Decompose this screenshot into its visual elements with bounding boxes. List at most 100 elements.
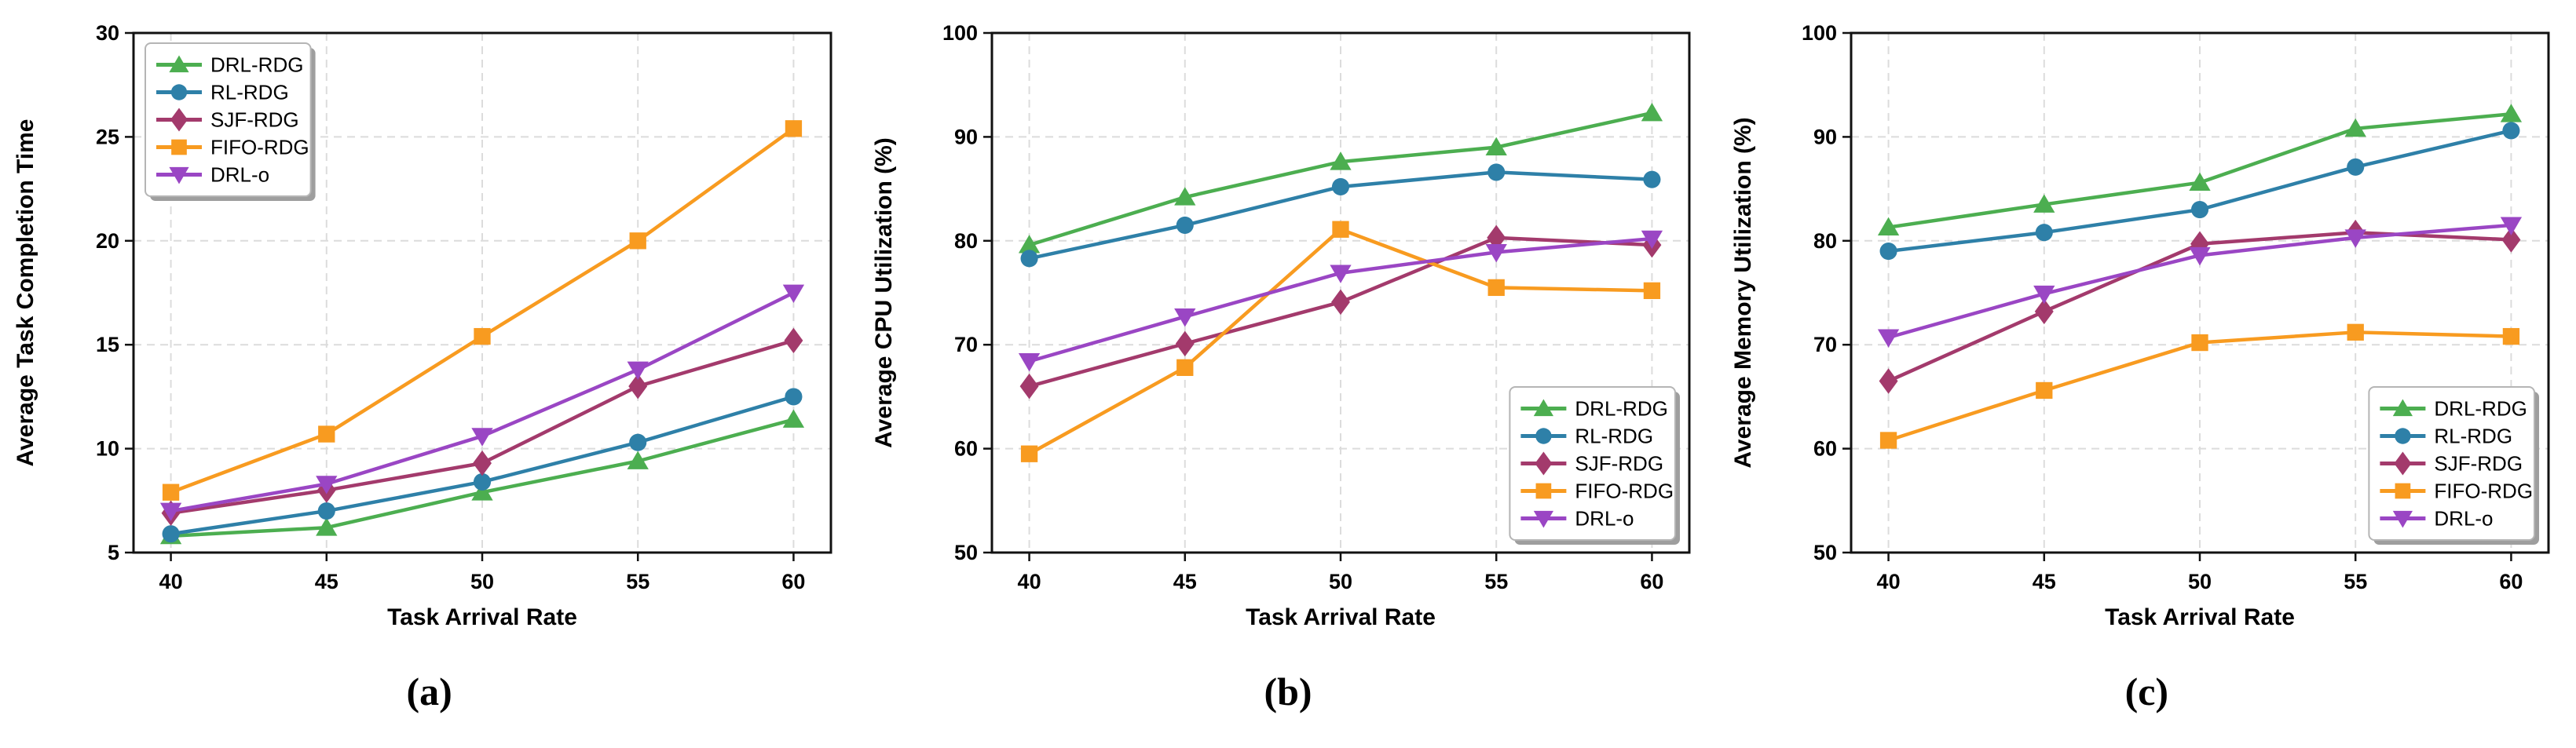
- x-tick-label: 60: [1641, 570, 1664, 593]
- marker-triangle-down-DRL-o: [1877, 329, 1900, 348]
- y-tick-label: 80: [1813, 229, 1837, 253]
- marker-circle-RL-RDG: [2502, 122, 2520, 140]
- y-tick-label: 70: [1813, 333, 1837, 356]
- marker-square-FIFO-RDG: [629, 232, 647, 250]
- legend-item-RL-RDG: RL-RDG: [156, 81, 289, 104]
- marker-triangle-down-DRL-o: [2189, 246, 2211, 266]
- axis-ticks: [1842, 31, 2512, 561]
- legend-item-FIFO-RDG: FIFO-RDG: [1520, 480, 1674, 503]
- series-FIFO-RDG: [1879, 323, 2519, 449]
- legend-item-RL-RDG: RL-RDG: [2380, 425, 2512, 448]
- legend-marker-square: [171, 139, 187, 155]
- axis-tick-labels: 50 60 70 80 90 100 40 45 50 55 60: [942, 21, 1664, 593]
- y-tick-label: 80: [954, 229, 978, 253]
- x-tick-label: 40: [159, 570, 183, 593]
- x-tick-label: 45: [1173, 570, 1197, 593]
- x-tick-label: 60: [782, 570, 806, 593]
- marker-triangle-up-DRL-RDG: [1486, 137, 1508, 156]
- chart-c-memory-utilization: 50 60 70 80 90 100 40 45 50 55 60 Task Arrival Rate…: [1730, 21, 2550, 630]
- marker-diamond-SJF-RDG: [2501, 227, 2521, 253]
- marker-circle-RL-RDG: [317, 502, 335, 520]
- x-tick-label: 50: [470, 570, 494, 593]
- legend-label: DRL-o: [1575, 507, 1634, 531]
- marker-square-FIFO-RDG: [1332, 221, 1350, 238]
- chart-panel-a: 5 10 15 20 25 30 40 45 50 55 60 Task Arrival Rate Av…: [0, 0, 858, 748]
- legend-label: FIFO-RDG: [2434, 480, 2533, 503]
- marker-triangle-up-DRL-RDG: [471, 482, 493, 501]
- series-FIFO-RDG: [1021, 221, 1661, 462]
- legend-item-RL-RDG: RL-RDG: [1520, 425, 1654, 448]
- legend-item-DRL-o: DRL-o: [2380, 507, 2493, 531]
- marker-triangle-down-DRL-o: [1486, 243, 1508, 263]
- marker-triangle-down-DRL-o: [316, 476, 338, 494]
- marker-circle-RL-RDG: [2346, 158, 2365, 176]
- x-tick-label: 50: [2188, 570, 2212, 593]
- legend-marker-square: [2395, 483, 2411, 499]
- legend-label: SJF-RDG: [1575, 452, 1664, 476]
- legend-marker-triangle-down: [169, 166, 189, 184]
- marker-triangle-down-DRL-o: [1019, 352, 1041, 372]
- marker-diamond-SJF-RDG: [1487, 224, 1506, 251]
- axis-tick-labels: 50 60 70 80 90 100 40 45 50 55 60: [1802, 21, 2523, 593]
- y-tick-label: 5: [108, 541, 119, 564]
- legend-label: DRL-RDG: [2434, 397, 2527, 421]
- legend-marker-triangle-down: [1534, 510, 1554, 528]
- legend-label: DRL-RDG: [210, 53, 303, 77]
- legend-label: FIFO-RDG: [1575, 480, 1674, 503]
- legend: DRL-RDG RL-RDG SJF-RDG FIFO-RDG DRL-o: [1509, 386, 1681, 545]
- legend-label: RL-RDG: [2434, 425, 2512, 448]
- x-tick-label: 45: [2033, 570, 2056, 593]
- y-tick-label: 25: [96, 125, 119, 148]
- marker-circle-RL-RDG: [1879, 242, 1897, 261]
- marker-square-FIFO-RDG: [2191, 334, 2208, 352]
- y-axis-label: Average Memory Utilization (%): [1730, 117, 1756, 468]
- series-RL-RDG: [162, 388, 803, 543]
- legend-label: SJF-RDG: [210, 108, 299, 132]
- marker-triangle-down-DRL-o: [1641, 230, 1663, 250]
- y-tick-label: 100: [1802, 21, 1837, 45]
- marker-circle-RL-RDG: [162, 525, 180, 543]
- legend-marker-triangle-up: [1534, 399, 1554, 417]
- x-tick-label: 50: [1329, 570, 1352, 593]
- marker-square-FIFO-RDG: [163, 483, 180, 501]
- marker-diamond-SJF-RDG: [628, 373, 648, 400]
- legend-marker-triangle-up: [169, 55, 189, 73]
- legend: DRL-RDG RL-RDG SJF-RDG FIFO-RDG DRL-o: [2368, 386, 2539, 545]
- legend-box: [1509, 386, 1677, 541]
- chart-a-task-completion-time: 5 10 15 20 25 30 40 45 50 55 60 Task Arrival Rate Av…: [13, 21, 832, 630]
- x-tick-label: 40: [1018, 570, 1041, 593]
- marker-circle-RL-RDG: [629, 433, 647, 451]
- y-tick-label: 60: [1813, 437, 1837, 461]
- marker-triangle-up-DRL-RDG: [782, 409, 805, 428]
- axis-ticks: [983, 31, 1654, 561]
- marker-circle-RL-RDG: [1021, 250, 1039, 268]
- marker-diamond-SJF-RDG: [1879, 368, 1898, 394]
- marker-square-FIFO-RDG: [318, 425, 335, 443]
- series-RL-RDG: [1021, 163, 1661, 268]
- marker-circle-RL-RDG: [2190, 201, 2208, 219]
- marker-circle-RL-RDG: [1176, 216, 1195, 234]
- axis-tick-labels: 5 10 15 20 25 30 40 45 50 55 60: [96, 21, 805, 593]
- legend-item-DRL-RDG: DRL-RDG: [2380, 397, 2527, 421]
- legend-marker-circle: [1535, 428, 1553, 444]
- y-tick-label: 90: [1813, 125, 1837, 148]
- marker-triangle-up-DRL-RDG: [2189, 172, 2211, 192]
- legend-label: FIFO-RDG: [210, 136, 309, 159]
- legend-item-DRL-o: DRL-o: [1520, 507, 1634, 531]
- marker-diamond-SJF-RDG: [2034, 298, 2054, 325]
- marker-diamond-SJF-RDG: [1331, 289, 1351, 316]
- legend-box: [145, 42, 312, 197]
- y-tick-label: 50: [1813, 541, 1837, 564]
- x-axis-label: Task Arrival Rate: [1246, 604, 1436, 630]
- x-tick-label: 40: [1876, 570, 1900, 593]
- marker-square-FIFO-RDG: [1488, 279, 1506, 297]
- marker-circle-RL-RDG: [785, 388, 803, 406]
- legend-marker-diamond: [2394, 451, 2412, 476]
- marker-triangle-down-DRL-o: [1174, 308, 1196, 327]
- legend-item-DRL-RDG: DRL-RDG: [1520, 397, 1668, 421]
- x-axis-label: Task Arrival Rate: [2105, 604, 2295, 630]
- marker-diamond-SJF-RDG: [1176, 330, 1195, 357]
- legend-label: SJF-RDG: [2434, 452, 2523, 476]
- legend-item-SJF-RDG: SJF-RDG: [1520, 451, 1664, 476]
